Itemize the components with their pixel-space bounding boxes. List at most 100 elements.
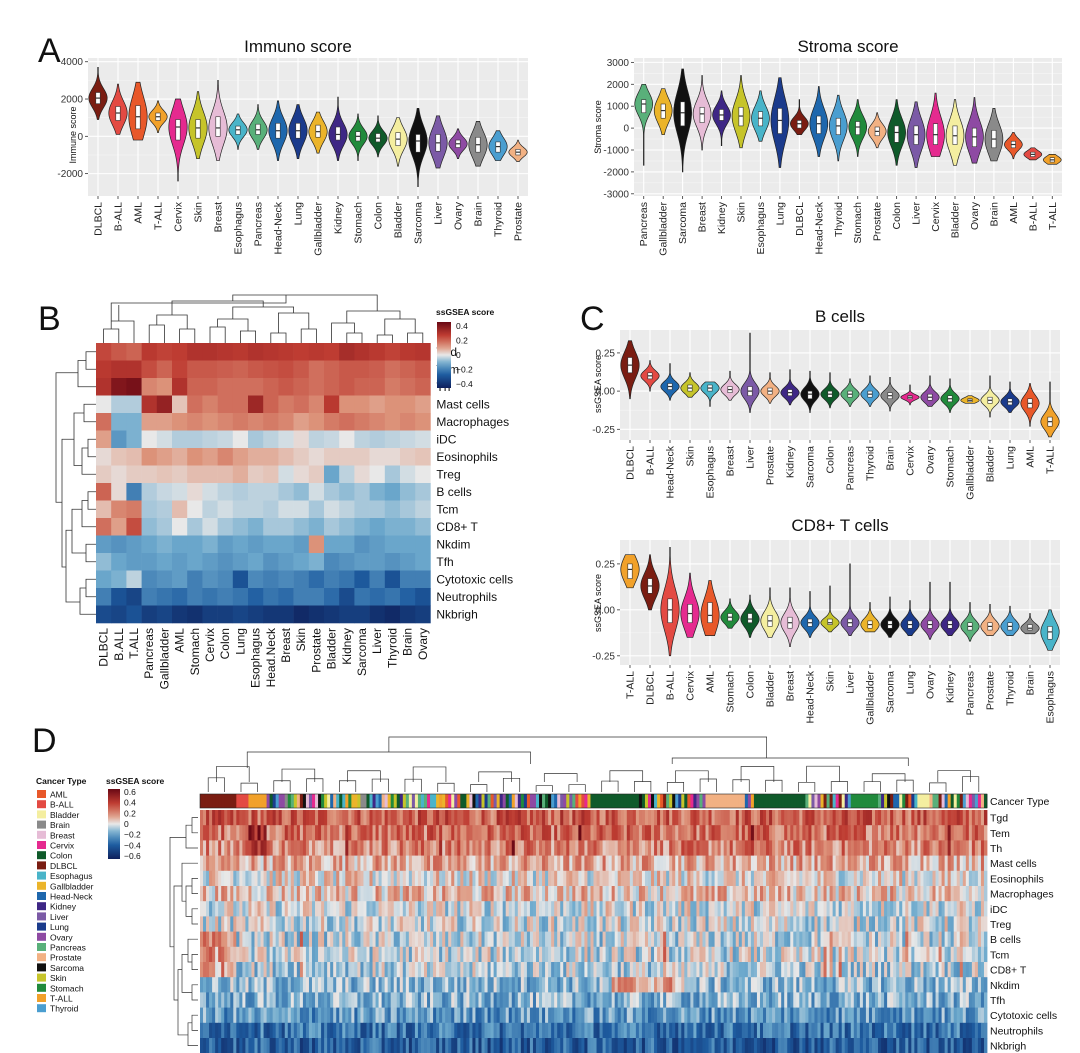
heatmap-d-cell bbox=[511, 916, 516, 932]
heatmap-d-cell bbox=[687, 870, 691, 887]
heatmap-d-cell bbox=[896, 946, 900, 963]
heatmap-d-cell bbox=[532, 992, 537, 1008]
heatmap-d-cell bbox=[647, 901, 652, 917]
heatmap-d-cell bbox=[526, 931, 531, 948]
x-tick-label-colon: Colon bbox=[373, 202, 385, 230]
heatmap-d-cell bbox=[224, 931, 228, 948]
heatmap-d-cell bbox=[363, 962, 367, 978]
heatmap-d-cell bbox=[714, 810, 719, 826]
heatmap-d-cell bbox=[290, 977, 295, 993]
heatmap-d-cell bbox=[956, 1007, 961, 1024]
heatmap-d-cell bbox=[602, 825, 607, 841]
heatmap-d-cell bbox=[753, 977, 758, 993]
heatmap-d-cell bbox=[723, 946, 728, 963]
heatmap-d-cell bbox=[802, 992, 806, 1008]
heatmap-d-cell bbox=[511, 855, 516, 872]
heatmap-d-cell bbox=[560, 931, 564, 948]
heatmap-d-cell bbox=[496, 1007, 501, 1024]
annotation-cell bbox=[838, 794, 843, 808]
heatmap-d-cell bbox=[865, 886, 870, 902]
heatmap-d-cell bbox=[209, 825, 213, 841]
heatmap-d-cell bbox=[926, 992, 930, 1008]
heatmap-d-cell bbox=[348, 810, 352, 826]
heatmap-d-cell bbox=[638, 901, 643, 917]
heatmap-d-cell bbox=[212, 901, 216, 917]
box-stomach bbox=[855, 121, 861, 135]
heatmap-cell bbox=[126, 588, 142, 606]
heatmap-d-cell bbox=[663, 977, 667, 993]
heatmap-d-cell bbox=[599, 840, 603, 856]
heatmap-d-cell bbox=[478, 825, 482, 841]
heatmap-d-cell bbox=[620, 825, 625, 841]
heatmap-d-cell bbox=[542, 810, 546, 826]
heatmap-d-cell bbox=[436, 946, 440, 963]
violin-pancreas bbox=[960, 602, 980, 642]
heatmap-d-cell bbox=[741, 962, 746, 978]
heatmap-d-cell bbox=[535, 870, 540, 887]
heatmap-d-cell bbox=[572, 992, 576, 1008]
heatmap-d-cell bbox=[445, 810, 449, 826]
heatmap-d-cell bbox=[542, 901, 546, 917]
heatmap-d-cell bbox=[487, 992, 491, 1008]
annotation-cell bbox=[865, 794, 870, 808]
heatmap-d-cell bbox=[635, 855, 640, 872]
heatmap-cell bbox=[278, 448, 294, 466]
heatmap-d-cell bbox=[200, 1022, 204, 1039]
heatmap-d-cell bbox=[457, 1007, 461, 1024]
annotation-cell bbox=[242, 794, 246, 808]
heatmap-d-cell bbox=[790, 855, 794, 872]
heatmap-d-cell bbox=[239, 931, 243, 948]
heatmap-d-cell bbox=[959, 810, 964, 826]
heatmap-d-cell bbox=[878, 810, 882, 826]
heatmap-d-cell bbox=[817, 962, 821, 978]
heatmap-d-cell bbox=[551, 916, 555, 932]
annotation-cell bbox=[490, 794, 495, 808]
heatmap-d-cell bbox=[753, 855, 758, 872]
heatmap-d-cell bbox=[811, 977, 815, 993]
heatmap-d-cell bbox=[666, 840, 670, 856]
heatmap-d-cell bbox=[472, 992, 476, 1008]
heatmap-d-cell bbox=[753, 840, 758, 856]
heatmap-d-cell bbox=[405, 855, 410, 872]
heatmap-d-cell bbox=[457, 962, 461, 978]
heatmap-d-cell bbox=[735, 840, 740, 856]
heatmap-d-cell bbox=[554, 840, 558, 856]
heatmap-d-cell bbox=[345, 916, 349, 932]
heatmap-d-cell bbox=[442, 931, 446, 948]
annotation-cell bbox=[366, 794, 370, 808]
heatmap-d-cell bbox=[260, 810, 264, 826]
heatmap-d-cell bbox=[920, 840, 924, 856]
heatmap-d-cell bbox=[853, 977, 858, 993]
heatmap-d-cell bbox=[723, 855, 728, 872]
heatmap-d-cell bbox=[962, 840, 967, 856]
heatmap-d-cell bbox=[381, 855, 386, 872]
heatmap-d-cell bbox=[917, 962, 921, 978]
heatmap-d-cell bbox=[647, 825, 652, 841]
heatmap-d-cell bbox=[947, 977, 952, 993]
heatmap-cell bbox=[111, 605, 127, 624]
heatmap-d-cell bbox=[384, 870, 389, 887]
heatmap-d-cell bbox=[478, 931, 482, 948]
heatmap-d-cell bbox=[224, 886, 228, 902]
heatmap-d-cell bbox=[769, 855, 773, 872]
heatmap-d-cell bbox=[708, 962, 712, 978]
heatmap-d-cell bbox=[669, 886, 673, 902]
heatmap-d-cell bbox=[302, 1007, 307, 1024]
heatmap-cell bbox=[384, 500, 401, 519]
annotation-cell bbox=[980, 794, 985, 808]
heatmap-d-cell bbox=[466, 977, 470, 993]
heatmap-d-cell bbox=[696, 977, 700, 993]
annotation-cell bbox=[641, 794, 646, 808]
heatmap-d-cell bbox=[275, 977, 280, 993]
heatmap-d-cell bbox=[339, 1007, 343, 1024]
heatmap-d-cell bbox=[641, 916, 646, 932]
heatmap-d-cell bbox=[200, 810, 204, 826]
heatmap-cell bbox=[232, 500, 249, 519]
heatmap-d-cell bbox=[369, 901, 373, 917]
heatmap-d-cell bbox=[802, 916, 806, 932]
heatmap-d-cell bbox=[357, 916, 361, 932]
heatmap-d-cell bbox=[781, 992, 785, 1008]
heatmap-d-cell bbox=[305, 992, 310, 1008]
heatmap-d-cell bbox=[793, 1007, 797, 1024]
annotation-cell bbox=[953, 794, 958, 808]
